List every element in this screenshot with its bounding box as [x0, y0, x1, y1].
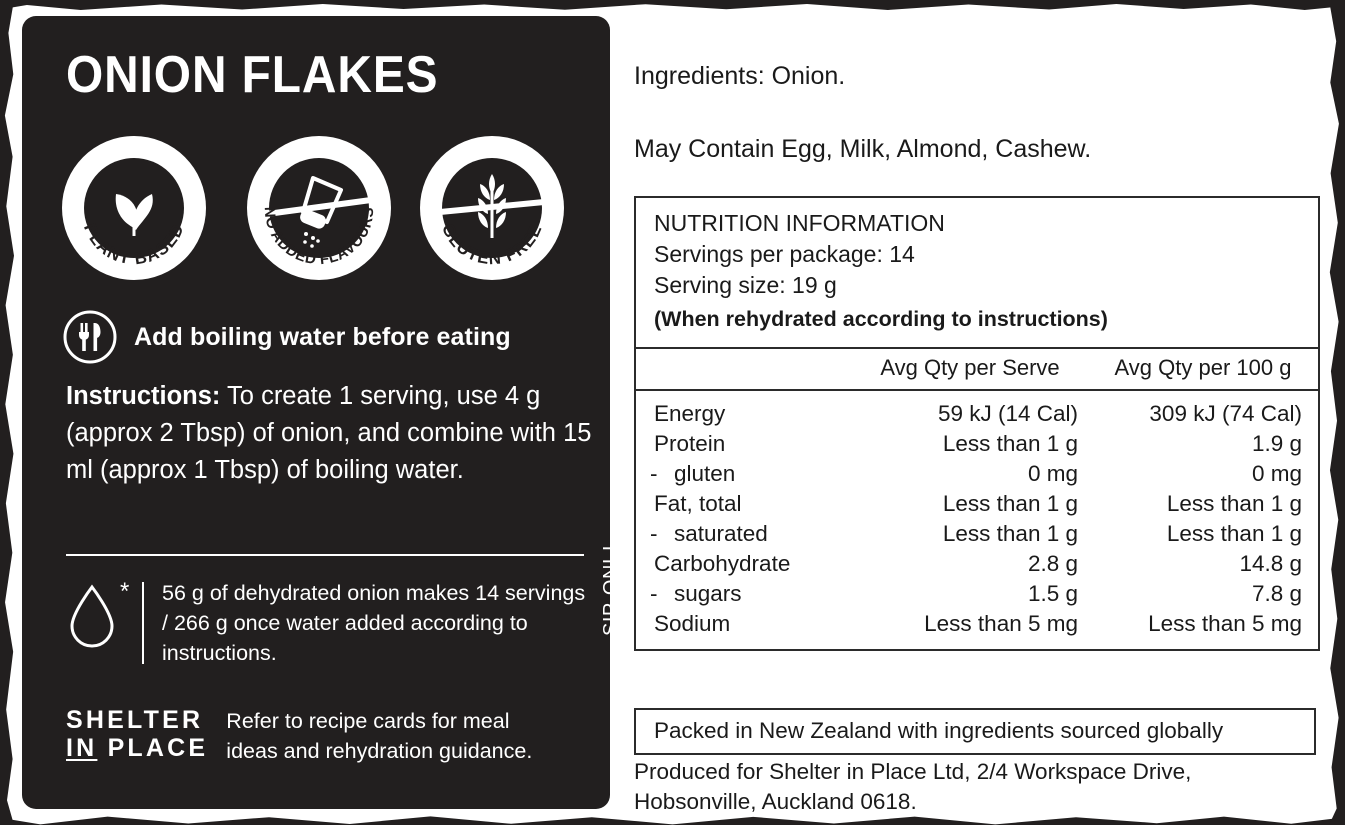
- nutrient-name: Carbohydrate: [654, 551, 791, 576]
- certification-badges: PLANT BASED: [60, 134, 600, 289]
- value-per-serve: 0 mg: [1027, 461, 1078, 486]
- nutrient-name: saturated: [636, 519, 852, 549]
- table-row: saturated Less than 1 g Less than 1 g: [636, 519, 1318, 549]
- product-code: SIP-ONI-L: [600, 539, 622, 636]
- torn-edge-left: [0, 0, 14, 825]
- table-row: Sodium Less than 5 mg Less than 5 mg: [636, 609, 1318, 639]
- column-header-blank: [636, 355, 852, 381]
- badge-plant-based: PLANT BASED: [60, 134, 208, 282]
- value-per-100g: Less than 5 mg: [1148, 611, 1302, 636]
- value-per-serve: Less than 1 g: [942, 431, 1078, 456]
- salt-shaker-strikethrough-icon: NO ADDED FLAVOURS: [247, 136, 391, 280]
- value-per-serve: 2.8 g: [1027, 551, 1078, 576]
- brand-logo: SHELTER IN PLACE: [66, 706, 208, 762]
- ingredients-text: Ingredients: Onion.: [634, 62, 846, 90]
- nutrition-column-headers: Avg Qty per Serve Avg Qty per 100 g: [636, 349, 1318, 391]
- table-row: Protein Less than 1 g 1.9 g: [636, 429, 1318, 459]
- left-dark-panel: ONION FLAKES PLANT BASED: [22, 16, 622, 809]
- packed-statement-text: Packed in New Zealand with ingredients s…: [654, 718, 1224, 743]
- water-drop-icon: [70, 584, 114, 648]
- nutrition-rows: Energy 59 kJ (14 Cal) 309 kJ (74 Cal) Prote…: [636, 391, 1318, 649]
- serving-size: Serving size: 19 g: [654, 272, 837, 298]
- value-per-serve: 1.5 g: [1027, 581, 1078, 606]
- leaves-icon: PLANT BASED: [62, 136, 206, 280]
- rehydration-note: * 56 g of dehydrated onion makes 14 serv…: [66, 578, 586, 668]
- torn-edge-top: [0, 0, 1345, 10]
- column-header-per-serve: Avg Qty per Serve: [880, 355, 1060, 380]
- instructions-label: Instructions:: [66, 382, 221, 410]
- note-vertical-rule: [142, 582, 144, 664]
- rehydrated-note: (When rehydrated according to instructio…: [654, 307, 1108, 331]
- torn-edge-right: [1329, 0, 1345, 825]
- brand-logo-in: IN: [66, 734, 98, 762]
- instructions-block: Instructions: To create 1 serving, use 4…: [66, 378, 596, 489]
- value-per-100g: 14.8 g: [1239, 551, 1302, 576]
- boiling-water-notice-text: Add boiling water before eating: [134, 322, 511, 351]
- allergen-text: May Contain Egg, Milk, Almond, Cashew.: [634, 135, 1092, 163]
- nutrient-name: Sodium: [654, 611, 731, 636]
- value-per-100g: 0 mg: [1251, 461, 1302, 486]
- boiling-water-notice: Add boiling water before eating: [62, 309, 511, 365]
- brand-logo-line-2: IN PLACE: [66, 734, 208, 762]
- recipe-card-note: Refer to recipe cards for meal ideas and…: [226, 709, 533, 763]
- brand-logo-line-1: SHELTER: [66, 706, 204, 734]
- rehydration-note-text: 56 g of dehydrated onion makes 14 servin…: [162, 581, 586, 665]
- packed-statement-box: Packed in New Zealand with ingredients s…: [634, 708, 1316, 755]
- badge-no-added-flavours: NO ADDED FLAVOURS: [245, 134, 393, 282]
- nutrient-name: gluten: [636, 459, 852, 489]
- brand-logo-place: PLACE: [107, 734, 209, 762]
- value-per-100g: Less than 1 g: [1166, 491, 1302, 516]
- table-row: sugars 1.5 g 7.8 g: [636, 579, 1318, 609]
- nutrient-name: Fat, total: [654, 491, 742, 516]
- asterisk-marker: *: [120, 578, 130, 605]
- value-per-100g: 7.8 g: [1251, 581, 1302, 606]
- page-title: ONION FLAKES: [66, 46, 439, 104]
- value-per-serve: 59 kJ (14 Cal): [937, 401, 1078, 426]
- nutrient-name: sugars: [636, 579, 852, 609]
- water-drop-icon-wrap: *: [66, 578, 142, 650]
- value-per-100g: Less than 1 g: [1166, 521, 1302, 546]
- value-per-serve: Less than 5 mg: [924, 611, 1078, 636]
- value-per-serve: Less than 1 g: [942, 491, 1078, 516]
- table-row: Energy 59 kJ (14 Cal) 309 kJ (74 Cal): [636, 399, 1318, 429]
- table-row: gluten 0 mg 0 mg: [636, 459, 1318, 489]
- table-row: Carbohydrate 2.8 g 14.8 g: [636, 549, 1318, 579]
- cutlery-icon: [63, 310, 117, 364]
- nutrient-name: Energy: [654, 401, 726, 426]
- nutrient-name: Protein: [654, 431, 726, 456]
- servings-per-package: Servings per package: 14: [654, 241, 915, 267]
- value-per-100g: 309 kJ (74 Cal): [1149, 401, 1302, 426]
- divider: [66, 554, 584, 556]
- brand-block: SHELTER IN PLACE Refer to recipe cards f…: [66, 706, 536, 766]
- value-per-100g: 1.9 g: [1251, 431, 1302, 456]
- wheat-strikethrough-icon: GLUTEN FREE: [420, 136, 564, 280]
- badge-gluten-free: GLUTEN FREE: [418, 134, 566, 282]
- column-header-per-100g: Avg Qty per 100 g: [1114, 355, 1292, 380]
- produced-for-text: Produced for Shelter in Place Ltd, 2/4 W…: [634, 759, 1192, 814]
- nutrition-information-table: NUTRITION INFORMATION Servings per packa…: [634, 196, 1320, 651]
- nutrition-header: NUTRITION INFORMATION Servings per packa…: [636, 198, 1318, 349]
- value-per-serve: Less than 1 g: [942, 521, 1078, 546]
- instructions-body: To create 1 serving, use 4 g (approx 2 T…: [66, 382, 592, 484]
- nutrition-title: NUTRITION INFORMATION: [654, 210, 945, 236]
- right-info-panel: Ingredients: Onion. May Contain Egg, Mil…: [624, 16, 1324, 814]
- table-row: Fat, total Less than 1 g Less than 1 g: [636, 489, 1318, 519]
